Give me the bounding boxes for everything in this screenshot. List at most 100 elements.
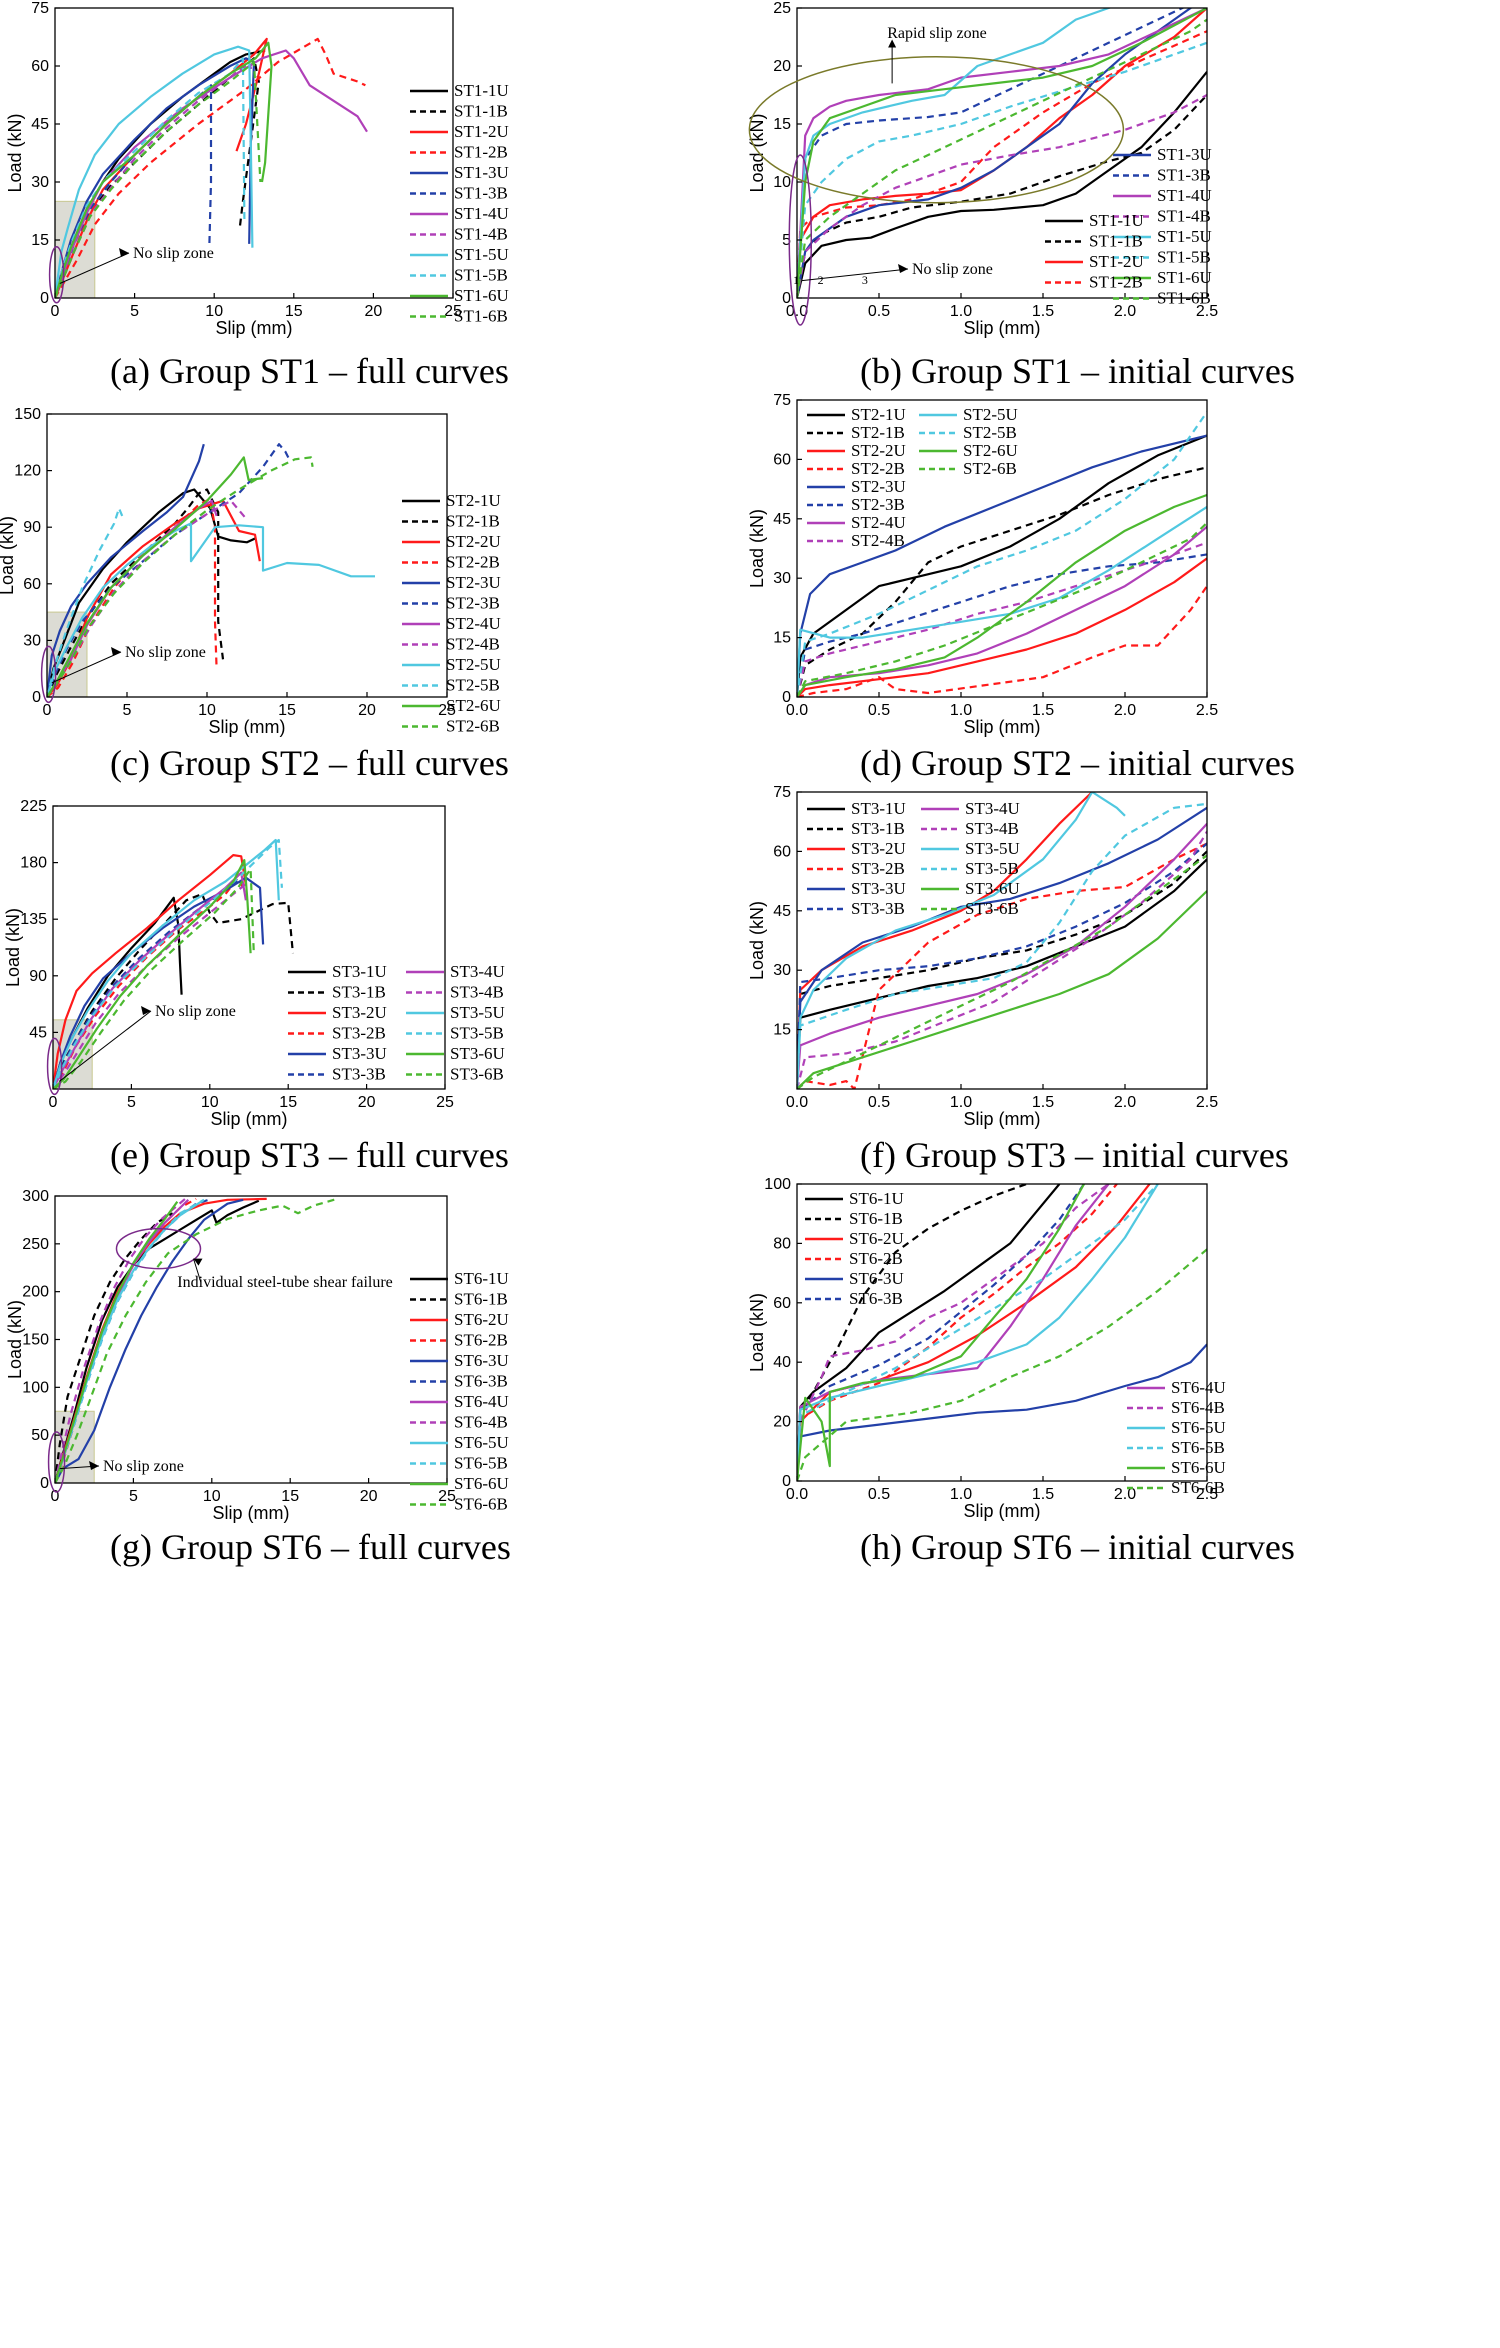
legend-label: ST6-2U — [454, 1310, 509, 1329]
legend-label: ST1-6B — [454, 307, 508, 326]
y-tick-label: 150 — [14, 406, 41, 423]
series-line-st3-2b — [797, 842, 1207, 1089]
y-tick-label: 0 — [782, 1473, 791, 1490]
series-line-st1-3b — [797, 8, 1185, 298]
annotation-rapid-slip-zone: Rapid slip zone — [887, 25, 987, 42]
legend-label: ST6-1B — [454, 1290, 508, 1309]
plot-frame — [46, 413, 448, 698]
series-line-st2-5b — [47, 507, 124, 697]
x-axis-label: Slip (mm) — [964, 1501, 1041, 1521]
plot-frame — [796, 7, 1208, 299]
x-axis-label: Slip (mm) — [209, 717, 286, 737]
series-line-st2-1u — [797, 434, 1207, 697]
arrow-head — [141, 1006, 151, 1015]
x-tick-label: 0 — [51, 1488, 60, 1505]
annotation-no-slip-zone: No slip zone — [125, 644, 206, 661]
x-axis-label: Slip (mm) — [211, 1109, 288, 1129]
y-tick-label: 30 — [31, 174, 49, 191]
series-line-st1-4b — [797, 94, 1207, 298]
x-tick-label: 1.5 — [1032, 303, 1054, 320]
plot-frame — [796, 1183, 1208, 1482]
x-tick-label: 0.0 — [786, 303, 808, 320]
series-line-st2-1u — [47, 488, 256, 697]
x-tick-label: 1.5 — [1032, 702, 1054, 719]
plot-frame — [52, 805, 446, 1090]
series-line-st6-1u — [797, 1184, 1061, 1481]
legend-label: ST3-1B — [332, 983, 386, 1002]
legend-label: ST1-3U — [1157, 145, 1212, 164]
legend-label: ST3-6B — [450, 1065, 504, 1084]
legend-label: ST6-5U — [1171, 1418, 1226, 1437]
legend-label: ST2-6U — [963, 441, 1018, 460]
chart-c-svg: 0 5 10 15 20 25 0 30 60 90 120 150 Slip (mm) Load (kN… — [0, 406, 501, 737]
x-tick-label: 25 — [438, 702, 456, 719]
legend-label: ST2-1U — [446, 491, 501, 510]
legend-label: ST6-6B — [454, 1495, 508, 1514]
series-group — [797, 411, 1207, 697]
x-axis-label: Slip (mm) — [213, 1503, 290, 1523]
x-tick-label: 0.0 — [786, 1094, 808, 1111]
chart-b-svg: 0.0 0.5 1.0 1.5 2.0 2.5 0 5 10 15 20 25 Slip (mm) Loa… — [747, 0, 1218, 338]
no-slip-ellipse — [788, 154, 813, 326]
x-tick-label: 0.0 — [786, 1486, 808, 1503]
annotation-no-slip-zone: No slip zone — [133, 245, 214, 262]
series-line-st2-3b — [797, 553, 1207, 697]
y-tick-label: 225 — [20, 798, 47, 815]
legend-label: ST6-4B — [1171, 1398, 1225, 1417]
legend-label: ST1-6B — [1157, 289, 1211, 308]
legend-label: ST2-2B — [851, 459, 905, 478]
chart-panel-g: 0 5 10 15 20 25 0 50 100 150 200 250 300 Slip (mm) Loa… — [0, 1176, 750, 1568]
annotation-marker-2: 2 — [818, 273, 824, 287]
x-tick-label: 2.0 — [1114, 702, 1136, 719]
x-tick-label: 15 — [281, 1488, 299, 1505]
x-tick-label: 0 — [49, 1094, 58, 1111]
legend-label: ST6-1U — [454, 1269, 509, 1288]
y-tick-label: 100 — [764, 1176, 791, 1193]
series-line-st2-6b — [47, 456, 314, 697]
legend-label: ST2-4U — [851, 513, 906, 532]
x-tick-label: 2.5 — [1196, 1486, 1218, 1503]
series-line-st2-5u — [797, 505, 1207, 697]
x-tick-label: 0.0 — [786, 702, 808, 719]
x-tick-label: 20 — [358, 702, 376, 719]
legend-label: ST2-3U — [851, 477, 906, 496]
x-axis-label: Slip (mm) — [964, 1109, 1041, 1129]
x-tick-label: 5 — [130, 303, 139, 320]
y-tick-label: 15 — [31, 232, 49, 249]
y-axis-label: Load (kN) — [3, 908, 23, 987]
x-tick-label: 5 — [123, 702, 132, 719]
legend-label: ST1-5U — [454, 245, 509, 264]
y-tick-label: 15 — [773, 116, 791, 133]
legend-label: ST6-3B — [849, 1289, 903, 1308]
x-tick-label: 15 — [285, 303, 303, 320]
annotation-arrow — [51, 651, 122, 684]
legend-label: ST6-5U — [454, 1433, 509, 1452]
legend-label: ST3-6B — [965, 899, 1019, 918]
y-tick-label: 250 — [22, 1236, 49, 1253]
legend-label: ST6-2B — [454, 1331, 508, 1350]
legend-label: ST1-3B — [454, 184, 508, 203]
series-line-st6-2u — [797, 1184, 1151, 1481]
legend-label: ST1-4B — [1157, 207, 1211, 226]
x-tick-label: 25 — [436, 1094, 454, 1111]
x-tick-label: 0.5 — [868, 702, 890, 719]
legend-label: ST2-4B — [446, 635, 500, 654]
series-line-st1-6u — [797, 8, 1207, 298]
caption-d: (d) Group ST2 – initial curves — [860, 743, 1295, 783]
x-tick-label: 1.0 — [950, 1094, 972, 1111]
series-group — [55, 1197, 338, 1483]
x-axis-label: Slip (mm) — [216, 318, 293, 338]
legend-label: ST3-3B — [332, 1065, 386, 1084]
caption-c: (c) Group ST2 – full curves — [110, 743, 509, 783]
series-line-st1-1u — [797, 71, 1207, 298]
x-tick-label: 20 — [365, 303, 383, 320]
x-tick-label: 1.0 — [950, 303, 972, 320]
legend-label: ST3-2B — [851, 859, 905, 878]
legend-label: ST3-5B — [450, 1024, 504, 1043]
legend-label: ST1-2U — [1089, 252, 1144, 271]
legend-label: ST3-3B — [851, 899, 905, 918]
series-group — [55, 37, 368, 298]
series-line-st6-4b — [797, 1184, 1110, 1481]
series-line-st6-4b — [55, 1198, 186, 1483]
legend-label: ST1-2B — [454, 143, 508, 162]
